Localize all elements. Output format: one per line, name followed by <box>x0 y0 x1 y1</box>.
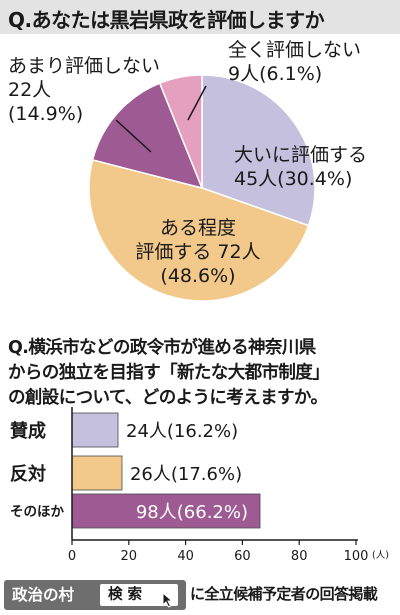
pie-slice-1 <box>88 158 310 302</box>
approval-pie-chart <box>88 74 316 302</box>
pie-slice-3 <box>158 74 203 189</box>
question-2-line: の創設について、どのように考えますか。 <box>8 388 328 408</box>
village-label: 政治の村 <box>12 586 75 604</box>
cursor-icon <box>162 592 174 608</box>
leader-line <box>187 85 207 121</box>
pie-label-line: (14.9%) <box>8 103 84 125</box>
question-2-line: Q.横浜市などの政令市が進める神奈川県 <box>8 338 316 358</box>
pie-label-2: あまり評価しない 22人 (14.9%) <box>8 54 160 126</box>
pie-label-line: 45人(30.4%) <box>234 168 353 190</box>
pie-slice-2 <box>91 82 204 190</box>
pie-label-line: あまり評価しない <box>8 55 161 77</box>
pie-label-line: 大いに評価する <box>234 144 368 166</box>
x-tick-label: 20 <box>121 549 138 564</box>
bar-data-label: 26人(17.6%) <box>130 464 242 485</box>
pie-slice-0 <box>201 74 316 227</box>
x-tick-label: 60 <box>234 549 251 564</box>
bar-2 <box>71 493 261 529</box>
leader-line <box>115 119 152 153</box>
pie-label-line: 9人(6.1%) <box>228 63 323 85</box>
pie-label-1: ある程度 評価する 72人 (48.6%) <box>108 216 288 288</box>
x-tick-label: 80 <box>291 549 308 564</box>
pie-label-line: 評価する 72人 <box>135 241 261 263</box>
x-tick-label: 100 <box>344 549 369 564</box>
bar-category-label: 賛成 <box>10 420 46 442</box>
x-tick-label: 40 <box>177 549 194 564</box>
question-2-line: からの独立を目指す「新たな大都市制度」 <box>8 363 330 383</box>
search-button[interactable]: 検 索 <box>100 584 178 606</box>
question-2-title: Q.横浜市などの政令市が進める神奈川県 からの独立を目指す「新たな大都市制度」 … <box>8 336 400 411</box>
search-banner[interactable]: 政治の村 検 索 <box>4 580 186 610</box>
x-axis-unit: (人) <box>372 550 389 561</box>
bar-data-label: 24人(16.2%) <box>126 421 238 442</box>
pie-label-3: 全く評価しない 9人(6.1%) <box>228 38 361 86</box>
bar-category-label: 反対 <box>10 463 46 485</box>
bar-data-label: 98人(66.2%) <box>136 502 248 523</box>
bar-category-label: そのほか <box>10 504 64 520</box>
pie-label-line: (48.6%) <box>160 265 236 287</box>
independence-bar-chart: 賛成 24人(16.2%) 反対 26人(17.6%) そのほか 98人(66.2%) 0 2… <box>10 407 389 564</box>
pie-label-line: 全く評価しない <box>228 39 362 61</box>
question-1-title: Q.あなたは黒岩県政を評価しますか <box>0 0 400 34</box>
pie-label-0: 大いに評価する 45人(30.4%) <box>234 143 367 191</box>
x-tick-label: 0 <box>68 549 76 564</box>
bar-1 <box>71 455 123 491</box>
footer-banner: 政治の村 検 索 に全立候補予定者の回答掲載 <box>0 578 400 615</box>
pie-label-line: 22人 <box>8 79 52 101</box>
footer-note: に全立候補予定者の回答掲載 <box>190 585 378 603</box>
bar-0 <box>71 412 119 448</box>
pie-label-line: ある程度 <box>159 217 236 239</box>
